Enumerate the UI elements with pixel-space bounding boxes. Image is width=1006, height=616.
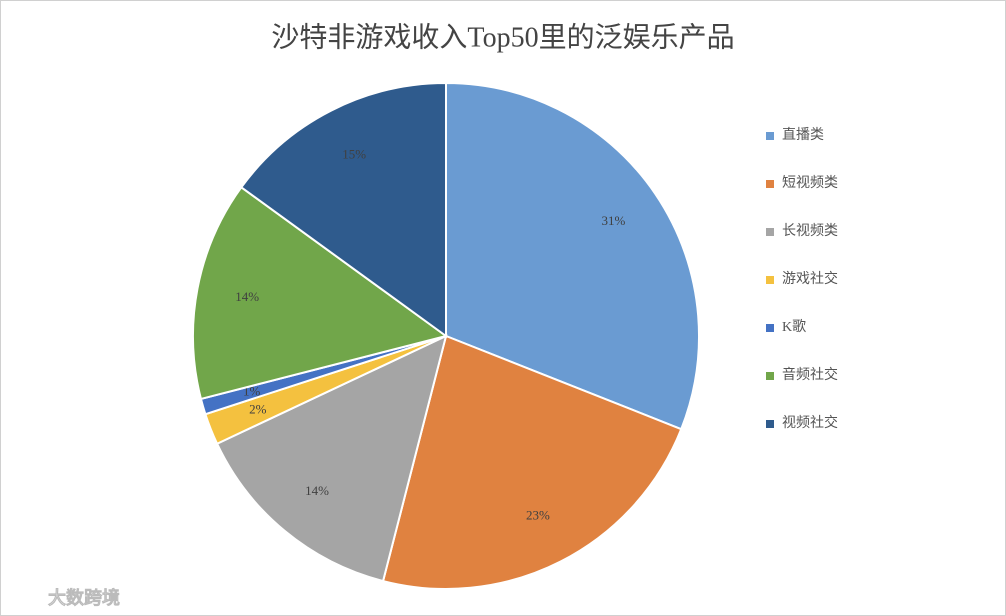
legend-label: 直播类 — [782, 126, 824, 143]
chart-title: 沙特非游戏收入Top50里的泛娱乐产品 — [271, 21, 734, 53]
data-label: 15% — [342, 147, 366, 162]
pie-slice — [445, 81, 700, 431]
watermark-icon — [24, 590, 40, 606]
legend-swatch — [766, 180, 774, 188]
data-label: 31% — [601, 213, 625, 228]
legend-swatch — [766, 420, 774, 428]
legend-swatch — [766, 132, 774, 140]
legend-label: 短视频类 — [782, 175, 838, 191]
legend-label: K歌 — [782, 319, 806, 335]
data-label: 2% — [249, 401, 267, 416]
pie-slice — [192, 185, 449, 401]
data-label: 23% — [526, 507, 550, 522]
legend-label: 长视频类 — [782, 223, 838, 239]
data-label: 14% — [305, 483, 329, 498]
legend-swatch — [766, 372, 774, 380]
legend-swatch — [766, 228, 774, 236]
legend-label: 视频社交 — [782, 414, 838, 431]
legend-swatch — [766, 324, 774, 332]
pie-slice — [381, 334, 683, 590]
data-label: 14% — [235, 289, 259, 304]
watermark-group: 大数跨境 — [10, 587, 120, 609]
watermark: 大数跨境 — [48, 587, 120, 609]
legend-label: 音频社交 — [782, 366, 838, 383]
legend-swatch — [766, 276, 774, 284]
legend-label: 游戏社交 — [782, 270, 838, 287]
pie-slice — [239, 81, 447, 338]
pie-slice — [215, 334, 448, 583]
